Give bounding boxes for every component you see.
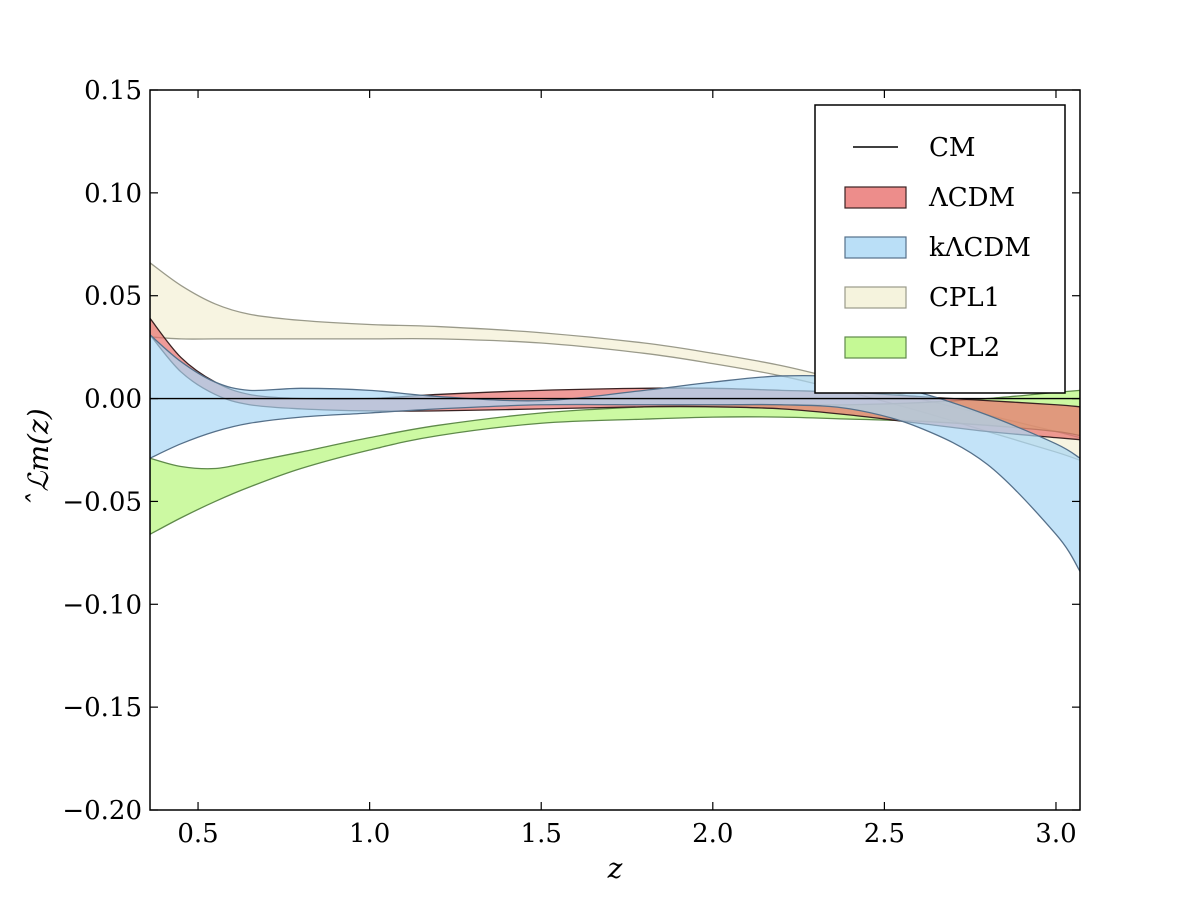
x-tick-label: 0.5: [177, 819, 218, 849]
y-tick-label: −0.10: [62, 590, 142, 620]
x-tick-label: 1.5: [521, 819, 562, 849]
y-tick-label: −0.20: [62, 796, 142, 826]
legend-swatch-klambdacdm: [844, 236, 907, 259]
legend-swatch-lambdacdm: [844, 186, 907, 209]
legend: CM ΛCDM kΛCDM CPL1 CPL2: [814, 104, 1066, 394]
y-tick-label: 0.00: [84, 385, 142, 415]
y-tick-label: 0.10: [84, 179, 142, 209]
legend-label-cpl2: CPL2: [929, 333, 1000, 363]
y-axis-label: ̂ℒm(z): [22, 408, 55, 502]
y-tick-label: −0.15: [62, 693, 142, 723]
tick-layer: 0.5 1.0 1.5 2.0 2.5 3.0 −0.20 −0.15 −0.10 −0.05 0.…: [62, 76, 1080, 849]
legend-swatch-cpl1: [844, 286, 907, 309]
legend-swatch-cpl2: [844, 336, 907, 359]
x-axis-label: z: [607, 852, 623, 885]
x-tick-label: 2.5: [864, 819, 905, 849]
x-tick-label: 3.0: [1035, 819, 1076, 849]
legend-label-cpl1: CPL1: [929, 283, 1000, 313]
y-tick-label: 0.15: [84, 76, 142, 106]
legend-label-lambdacdm: ΛCDM: [928, 183, 1015, 213]
y-tick-label: 0.05: [84, 282, 142, 312]
series-layer: [150, 261, 1080, 573]
legend-label-klambdacdm: kΛCDM: [929, 233, 1031, 263]
plot-frame: [149, 89, 1081, 811]
y-tick-label: −0.05: [62, 487, 142, 517]
x-tick-label: 2.0: [692, 819, 733, 849]
legend-label-cm: CM: [929, 133, 976, 163]
x-tick-label: 1.0: [349, 819, 390, 849]
band-cpl1: [150, 261, 1080, 461]
